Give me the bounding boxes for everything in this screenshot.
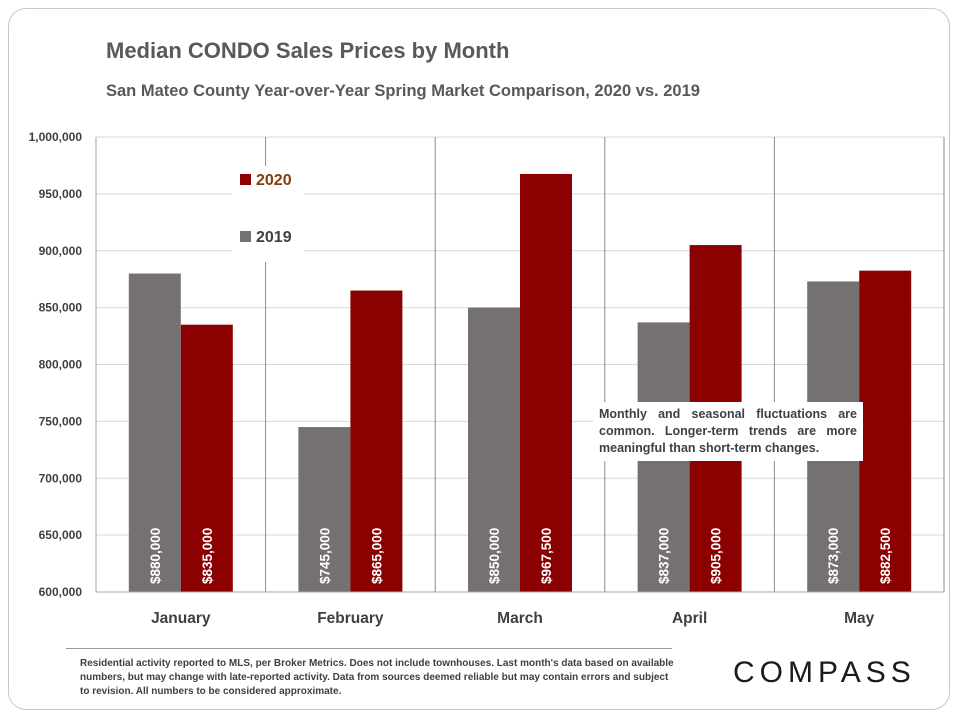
x-tick-label: March	[497, 610, 543, 627]
chart-subtitle: San Mateo County Year-over-Year Spring M…	[106, 82, 700, 100]
data-label: $905,000	[709, 528, 724, 584]
bar-2019-january	[128, 273, 181, 592]
data-label: $967,500	[539, 528, 554, 584]
y-tick-label: 650,000	[39, 528, 83, 542]
bar-2020-march	[520, 173, 572, 592]
data-label: $880,000	[148, 528, 163, 584]
compass-logo: COMPASS	[733, 656, 916, 689]
legend-label-2019: 2019	[256, 229, 292, 246]
bar-2020-january	[180, 324, 233, 592]
x-tick-label: February	[317, 610, 384, 627]
data-label: $865,000	[369, 528, 384, 584]
footnote: Residential activity reported to MLS, pe…	[80, 658, 674, 697]
y-tick-label: 750,000	[39, 414, 83, 428]
footnote-divider	[66, 648, 672, 649]
x-tick-label: April	[672, 610, 707, 627]
y-tick-label: 850,000	[39, 301, 83, 315]
legend-label-2020: 2020	[256, 172, 292, 189]
data-label: $745,000	[317, 528, 332, 584]
bar-2019-february	[298, 427, 351, 592]
y-tick-label: 700,000	[39, 471, 83, 485]
x-tick-label: May	[844, 610, 875, 627]
bar-2019-march	[468, 307, 520, 592]
data-label: $837,000	[657, 528, 672, 584]
data-label: $873,000	[826, 528, 841, 584]
x-tick-label: January	[151, 610, 211, 627]
y-tick-label: 800,000	[39, 358, 83, 372]
y-tick-label: 900,000	[39, 244, 83, 258]
data-label: $882,500	[878, 528, 893, 584]
y-tick-label: 600,000	[39, 585, 83, 599]
bar-2020-may	[859, 270, 912, 592]
bar-2020-february	[350, 290, 403, 592]
legend-swatch-2020	[240, 174, 251, 185]
y-tick-label: 1,000,000	[29, 130, 83, 144]
data-label: $835,000	[200, 528, 215, 584]
chart-annotation: Monthly and seasonal fluctuations are co…	[593, 402, 863, 461]
chart-title: Median CONDO Sales Prices by Month	[106, 38, 510, 63]
legend-swatch-2019	[240, 231, 251, 242]
y-tick-label: 950,000	[39, 187, 83, 201]
data-label: $850,000	[487, 528, 502, 584]
